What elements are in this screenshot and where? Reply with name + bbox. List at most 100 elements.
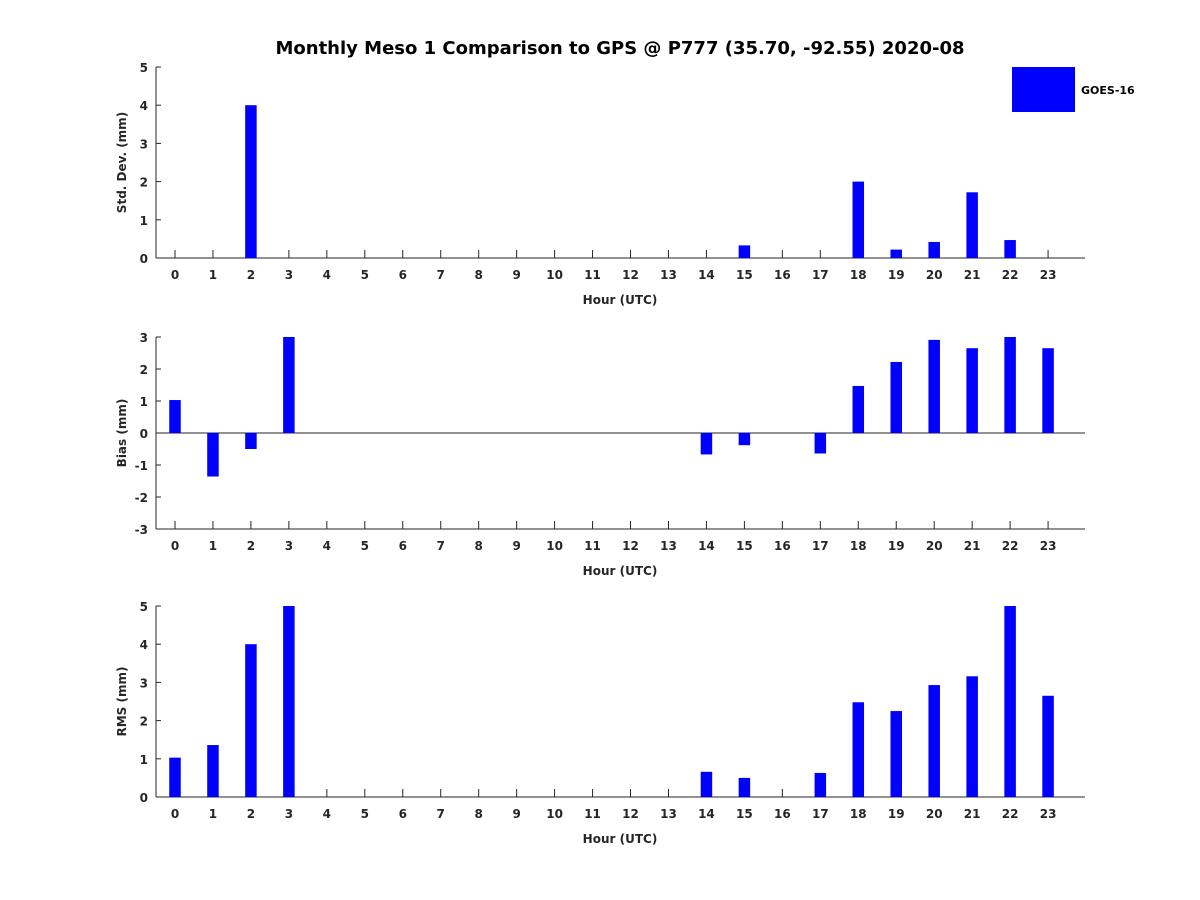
bar-hour-1 bbox=[207, 745, 219, 797]
bar-hour-19 bbox=[890, 249, 902, 258]
bar-hour-22 bbox=[1004, 240, 1016, 258]
bar-hour-2 bbox=[245, 433, 257, 449]
bar-hour-15 bbox=[738, 433, 751, 446]
bar-hour-20 bbox=[928, 241, 940, 258]
x-tick-label: 14 bbox=[698, 268, 715, 282]
x-tick-label: 23 bbox=[1040, 268, 1057, 282]
x-tick-label: 17 bbox=[812, 807, 829, 821]
x-tick-label: 19 bbox=[888, 807, 905, 821]
x-tick-label: 4 bbox=[323, 268, 331, 282]
bar-hour-2 bbox=[245, 644, 257, 797]
x-tick-label: 22 bbox=[1002, 539, 1019, 553]
x-tick-label: 13 bbox=[660, 268, 677, 282]
x-tick-label: 11 bbox=[584, 807, 601, 821]
x-axis-label: Hour (UTC) bbox=[583, 832, 658, 846]
x-tick-label: 0 bbox=[171, 268, 179, 282]
x-tick-label: 6 bbox=[399, 807, 407, 821]
bar-hour-22 bbox=[1004, 606, 1016, 797]
bar-hour-14 bbox=[700, 433, 713, 455]
x-tick-label: 0 bbox=[171, 807, 179, 821]
x-tick-label: 21 bbox=[964, 268, 981, 282]
y-tick-label: 0 bbox=[140, 791, 148, 805]
bar-hour-23 bbox=[1042, 348, 1054, 433]
y-axis-label: RMS (mm) bbox=[115, 667, 129, 737]
x-tick-label: 12 bbox=[622, 807, 639, 821]
x-tick-label: 22 bbox=[1002, 807, 1019, 821]
x-tick-label: 1 bbox=[209, 268, 217, 282]
x-tick-label: 9 bbox=[512, 268, 520, 282]
bar-hour-20 bbox=[928, 339, 940, 433]
bar-hour-22 bbox=[1004, 337, 1016, 433]
x-tick-label: 18 bbox=[850, 807, 867, 821]
x-tick-label: 21 bbox=[964, 539, 981, 553]
x-tick-label: 21 bbox=[964, 807, 981, 821]
x-tick-label: 10 bbox=[546, 268, 563, 282]
bar-hour-19 bbox=[890, 711, 902, 797]
x-tick-label: 5 bbox=[361, 268, 369, 282]
x-tick-label: 23 bbox=[1040, 539, 1057, 553]
x-tick-label: 6 bbox=[399, 539, 407, 553]
legend: GOES-16 bbox=[1012, 67, 1135, 112]
y-tick-label: 0 bbox=[140, 252, 148, 266]
y-tick-label: 2 bbox=[140, 176, 148, 190]
x-tick-label: 3 bbox=[285, 268, 293, 282]
y-tick-label: 4 bbox=[140, 99, 148, 113]
x-tick-label: 19 bbox=[888, 268, 905, 282]
y-axis-label: Std. Dev. (mm) bbox=[115, 112, 129, 213]
y-tick-label: 3 bbox=[140, 676, 148, 690]
x-tick-label: 15 bbox=[736, 539, 753, 553]
x-tick-label: 11 bbox=[584, 268, 601, 282]
bar-hour-20 bbox=[928, 685, 940, 797]
bar-hour-14 bbox=[700, 771, 713, 797]
legend-label-goes-16: GOES-16 bbox=[1081, 84, 1135, 97]
x-tick-label: 10 bbox=[546, 539, 563, 553]
bar-hour-21 bbox=[966, 676, 978, 797]
x-tick-label: 1 bbox=[209, 807, 217, 821]
bar-hour-23 bbox=[1042, 695, 1054, 797]
x-tick-label: 4 bbox=[323, 539, 331, 553]
bar-hour-3 bbox=[283, 606, 295, 797]
x-tick-label: 20 bbox=[926, 539, 943, 553]
x-tick-label: 8 bbox=[475, 539, 483, 553]
x-tick-label: 2 bbox=[247, 539, 255, 553]
bar-hour-3 bbox=[283, 337, 295, 433]
x-tick-label: 13 bbox=[660, 539, 677, 553]
x-tick-label: 1 bbox=[209, 539, 217, 553]
x-tick-label: 19 bbox=[888, 539, 905, 553]
y-tick-label: 5 bbox=[140, 61, 148, 75]
x-tick-label: 17 bbox=[812, 539, 829, 553]
x-tick-label: 10 bbox=[546, 807, 563, 821]
x-tick-label: 15 bbox=[736, 807, 753, 821]
x-axis-label: Hour (UTC) bbox=[583, 564, 658, 578]
y-tick-label: 1 bbox=[140, 753, 148, 767]
y-tick-label: 2 bbox=[140, 715, 148, 729]
x-tick-label: 4 bbox=[323, 807, 331, 821]
y-tick-label: -1 bbox=[135, 459, 148, 473]
bar-hour-15 bbox=[738, 777, 751, 797]
x-axis-label: Hour (UTC) bbox=[583, 293, 658, 307]
x-tick-label: 14 bbox=[698, 539, 715, 553]
bar-hour-0 bbox=[169, 400, 181, 433]
x-tick-label: 12 bbox=[622, 539, 639, 553]
bar-hour-2 bbox=[245, 105, 257, 258]
x-tick-label: 9 bbox=[512, 539, 520, 553]
bar-hour-18 bbox=[852, 702, 865, 797]
y-tick-label: 3 bbox=[140, 331, 148, 345]
x-tick-label: 7 bbox=[437, 539, 445, 553]
x-tick-label: 14 bbox=[698, 807, 715, 821]
x-tick-label: 7 bbox=[437, 268, 445, 282]
x-tick-label: 16 bbox=[774, 268, 791, 282]
x-tick-label: 22 bbox=[1002, 268, 1019, 282]
bar-hour-18 bbox=[852, 181, 865, 258]
x-tick-label: 0 bbox=[171, 539, 179, 553]
x-tick-label: 20 bbox=[926, 807, 943, 821]
x-tick-label: 8 bbox=[475, 268, 483, 282]
x-tick-label: 5 bbox=[361, 539, 369, 553]
x-tick-label: 6 bbox=[399, 268, 407, 282]
y-tick-label: 0 bbox=[140, 427, 148, 441]
x-tick-label: 15 bbox=[736, 268, 753, 282]
